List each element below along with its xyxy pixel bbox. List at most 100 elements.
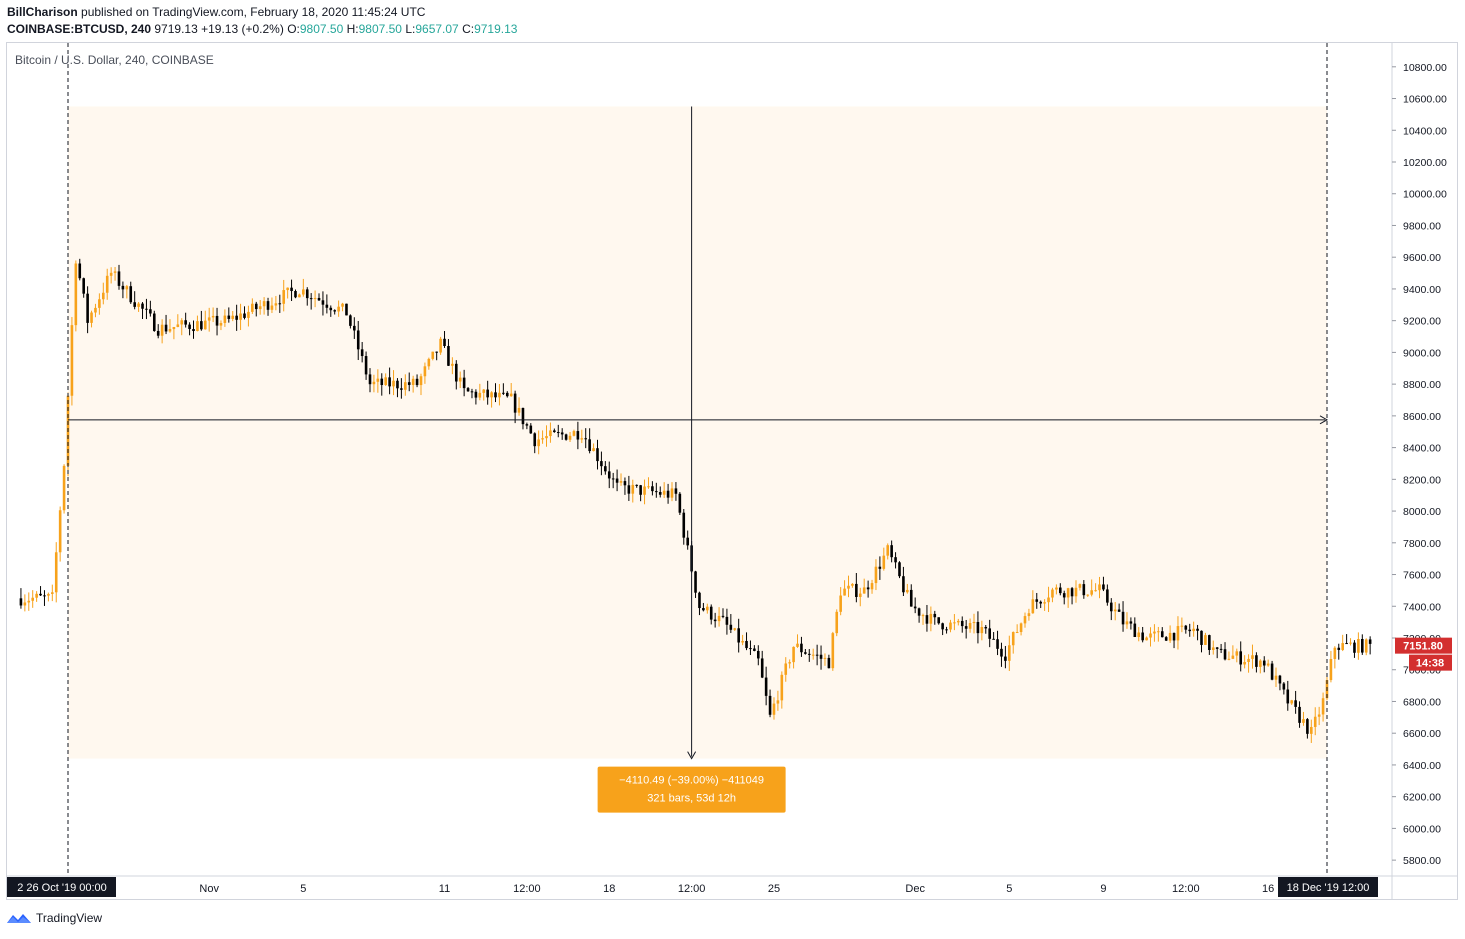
tradingview-brand[interactable]: TradingView — [6, 911, 102, 925]
candle — [70, 325, 74, 396]
candle — [1117, 609, 1121, 612]
candle — [1270, 663, 1274, 680]
candle — [427, 358, 431, 367]
candle — [878, 566, 882, 569]
y-tick-label: 7800.00 — [1403, 538, 1441, 550]
candle — [419, 376, 423, 386]
candle — [1251, 655, 1254, 659]
candle — [400, 388, 403, 390]
candle — [1035, 599, 1039, 602]
candle — [278, 303, 282, 305]
candle — [906, 589, 909, 593]
candle — [356, 330, 360, 350]
y-tick-label: 9400.00 — [1403, 284, 1441, 296]
candle — [505, 392, 509, 397]
candle — [831, 633, 835, 669]
candle — [698, 592, 701, 609]
candle — [631, 484, 635, 494]
candle — [545, 436, 548, 439]
candle — [1219, 648, 1223, 650]
candle — [662, 490, 666, 495]
candle — [1070, 588, 1074, 597]
candle — [984, 627, 988, 629]
candle — [796, 643, 799, 647]
measure-range-area — [68, 106, 1327, 759]
countdown-label: 14:38 — [1416, 658, 1444, 670]
candle — [396, 380, 399, 389]
candle — [98, 299, 101, 308]
candle — [1066, 588, 1070, 598]
candle — [1235, 651, 1239, 656]
candle — [113, 271, 117, 273]
y-tick-label: 6800.00 — [1403, 696, 1441, 708]
candle — [235, 315, 238, 320]
candle — [929, 613, 933, 624]
candle — [560, 432, 564, 435]
candle — [584, 438, 588, 440]
candle — [1141, 632, 1144, 641]
candle — [39, 593, 42, 596]
candle — [447, 346, 450, 366]
candle — [486, 389, 489, 398]
candle — [733, 628, 737, 630]
candle — [1259, 660, 1262, 667]
x-tick-label: 5 — [300, 883, 306, 895]
candle — [576, 431, 580, 440]
symbol-label[interactable]: COINBASE:BTCUSD, 240 — [7, 22, 152, 36]
candle — [772, 703, 776, 715]
candle — [925, 615, 929, 624]
candle — [1302, 719, 1305, 723]
candle — [1192, 628, 1195, 632]
candle — [1090, 590, 1093, 595]
candle — [1364, 639, 1368, 653]
candle — [294, 291, 297, 298]
candle — [466, 388, 470, 392]
candle — [109, 272, 113, 276]
candle — [588, 439, 591, 452]
candle — [388, 377, 391, 387]
candle — [745, 640, 748, 649]
candle — [913, 606, 917, 609]
candle — [168, 329, 172, 332]
candle — [101, 292, 105, 300]
candle — [525, 424, 529, 426]
candle — [1231, 655, 1235, 659]
candle — [1215, 647, 1219, 649]
author-name[interactable]: BillCharison — [7, 5, 78, 19]
published-text: published on TradingView.com, February 1… — [81, 5, 426, 19]
candle — [1019, 623, 1023, 633]
candle — [117, 271, 121, 286]
low-label: L: — [405, 22, 416, 36]
candle — [890, 545, 893, 558]
candle — [623, 481, 627, 486]
candle — [600, 461, 603, 467]
candle — [254, 303, 258, 310]
candle — [1368, 639, 1372, 644]
candle — [1243, 661, 1246, 665]
candle — [458, 377, 462, 382]
candle — [607, 471, 611, 479]
candle — [227, 315, 231, 319]
high-value: 9807.50 — [358, 22, 402, 36]
candle — [1027, 613, 1031, 617]
candle — [1306, 719, 1309, 734]
candle — [529, 425, 533, 434]
candle — [655, 491, 658, 493]
y-tick-label: 9600.00 — [1403, 252, 1441, 264]
candle — [686, 537, 689, 546]
candle — [964, 626, 968, 629]
candle — [90, 312, 93, 323]
candle — [627, 485, 631, 494]
y-tick-label: 7400.00 — [1403, 601, 1441, 613]
candle — [1137, 632, 1141, 637]
candle — [1247, 658, 1250, 662]
candle — [1274, 675, 1278, 680]
candle — [619, 481, 623, 483]
candle — [1211, 647, 1215, 650]
candle — [349, 315, 352, 326]
candle — [1011, 632, 1015, 646]
y-tick-label: 6400.00 — [1403, 760, 1441, 772]
candle — [749, 648, 752, 650]
candle — [1313, 716, 1317, 727]
